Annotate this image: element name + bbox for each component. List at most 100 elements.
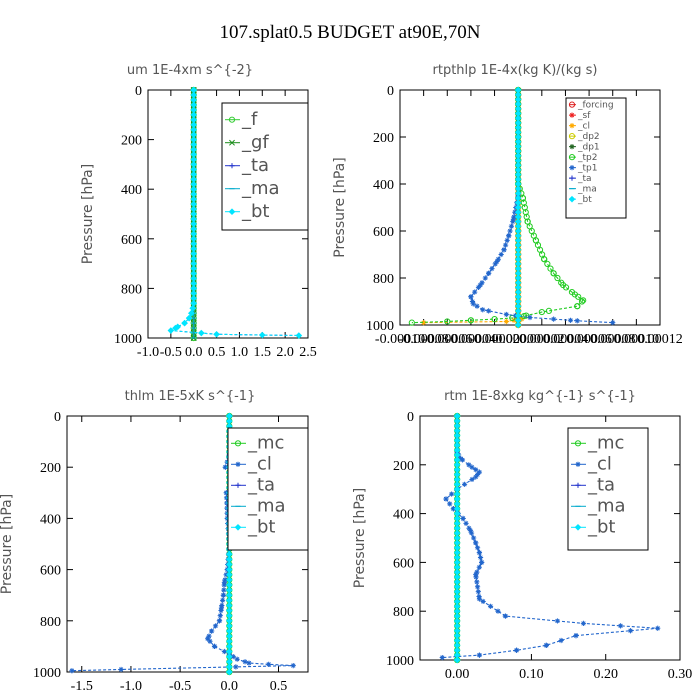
x-tick-label: -1.0 bbox=[137, 345, 159, 360]
legend-marker bbox=[228, 116, 236, 123]
legend-marker bbox=[235, 482, 241, 488]
data-point bbox=[290, 663, 296, 669]
x-tick-label: 0.00 bbox=[445, 667, 470, 682]
data-point bbox=[225, 668, 233, 676]
panel-title: rtpthlp 1E-4x(kg K)/(kg s) bbox=[433, 63, 598, 78]
series-bt bbox=[453, 412, 461, 664]
legend-marker bbox=[569, 144, 575, 150]
data-point bbox=[470, 301, 476, 307]
data-point bbox=[476, 469, 483, 475]
y-tick-label: 1000 bbox=[33, 666, 61, 681]
data-point bbox=[461, 481, 468, 487]
data-point bbox=[460, 515, 466, 522]
data-point bbox=[554, 274, 561, 282]
data-point bbox=[218, 605, 225, 611]
data-point bbox=[221, 648, 227, 655]
data-point bbox=[242, 659, 248, 665]
y-axis-label: Pressure [hPa] bbox=[80, 164, 96, 264]
data-point bbox=[475, 284, 482, 290]
data-point bbox=[469, 476, 475, 483]
legend-label: _cl bbox=[587, 454, 612, 475]
data-point bbox=[212, 623, 219, 629]
legend-marker bbox=[575, 482, 581, 488]
data-point bbox=[544, 260, 551, 267]
legend-marker bbox=[568, 101, 576, 108]
data-point bbox=[474, 471, 481, 478]
legend-marker bbox=[568, 195, 576, 203]
data-point bbox=[510, 216, 517, 222]
data-point bbox=[466, 525, 472, 531]
y-tick-label: 200 bbox=[393, 459, 414, 474]
data-point bbox=[541, 256, 548, 263]
x-tick-label: 2.0 bbox=[276, 345, 294, 360]
series-line bbox=[411, 90, 585, 324]
data-point bbox=[489, 266, 495, 272]
data-point bbox=[246, 660, 252, 666]
data-point bbox=[190, 285, 198, 292]
legend: _f_gf_ta_ma_bt bbox=[221, 102, 309, 231]
data-point bbox=[580, 620, 587, 626]
legend-label: _bt bbox=[587, 517, 615, 538]
data-point bbox=[479, 280, 485, 286]
x-tick-label: 0.00006 bbox=[566, 332, 612, 347]
data-point bbox=[514, 86, 522, 94]
data-point bbox=[504, 237, 510, 243]
data-point bbox=[448, 491, 455, 497]
x-tick-label: 0.5 bbox=[208, 345, 226, 360]
data-point bbox=[510, 219, 516, 225]
data-point bbox=[188, 309, 195, 317]
legend-marker bbox=[229, 163, 235, 169]
legend-label: _mc bbox=[247, 433, 284, 454]
data-point bbox=[474, 569, 480, 575]
legend-marker bbox=[568, 154, 576, 161]
y-tick-label: 600 bbox=[40, 564, 61, 579]
y-tick-label: 200 bbox=[373, 131, 394, 146]
y-tick-label: 800 bbox=[373, 272, 394, 287]
x-tick-label: 0.0 bbox=[221, 679, 239, 694]
data-point bbox=[473, 467, 479, 473]
legend-box bbox=[221, 102, 309, 231]
data-point bbox=[189, 304, 197, 312]
data-point bbox=[475, 589, 481, 595]
data-point bbox=[233, 664, 239, 670]
data-point bbox=[538, 308, 545, 316]
panel-title: rtm 1E-8xkg kg^{-1} s^{-1} bbox=[444, 389, 636, 404]
figure-title: 107.splat0.5 BUDGET at90E,70N bbox=[220, 22, 481, 43]
legend-box bbox=[227, 427, 309, 551]
data-point bbox=[476, 652, 483, 658]
data-point bbox=[220, 592, 227, 598]
x-tick-label: 0.00002 bbox=[519, 332, 565, 347]
legend-marker bbox=[574, 440, 582, 447]
x-tick-label: 0.00008 bbox=[590, 332, 636, 347]
y-tick-label: 600 bbox=[393, 556, 414, 571]
legend: _forcing_sf_cl_dp2_dp1_tp2_tp1_ta_ma_bt bbox=[565, 97, 627, 219]
data-point bbox=[217, 613, 223, 619]
y-tick-label: 0 bbox=[407, 410, 414, 425]
data-point bbox=[221, 587, 227, 593]
x-tick-label: -0.5 bbox=[169, 679, 191, 694]
y-tick-label: 800 bbox=[40, 615, 61, 630]
data-point bbox=[655, 625, 661, 631]
y-tick-label: 200 bbox=[121, 134, 142, 149]
data-point bbox=[486, 308, 492, 314]
data-point bbox=[221, 579, 227, 585]
legend-label: _f bbox=[241, 109, 258, 130]
legend-label: _ta bbox=[247, 475, 275, 496]
data-point bbox=[467, 528, 474, 534]
y-tick-label: 400 bbox=[393, 508, 414, 523]
data-point bbox=[216, 618, 223, 624]
data-point bbox=[519, 316, 525, 322]
data-point bbox=[167, 327, 175, 334]
data-point bbox=[222, 577, 228, 583]
data-point bbox=[207, 638, 213, 644]
x-tick-label: 0.0 bbox=[185, 345, 203, 360]
data-point bbox=[439, 654, 445, 661]
data-point bbox=[447, 501, 453, 507]
data-point bbox=[234, 656, 240, 662]
data-point bbox=[473, 474, 479, 480]
data-point bbox=[617, 623, 624, 629]
data-point bbox=[295, 332, 303, 339]
data-point bbox=[486, 270, 492, 276]
data-point bbox=[503, 318, 509, 325]
